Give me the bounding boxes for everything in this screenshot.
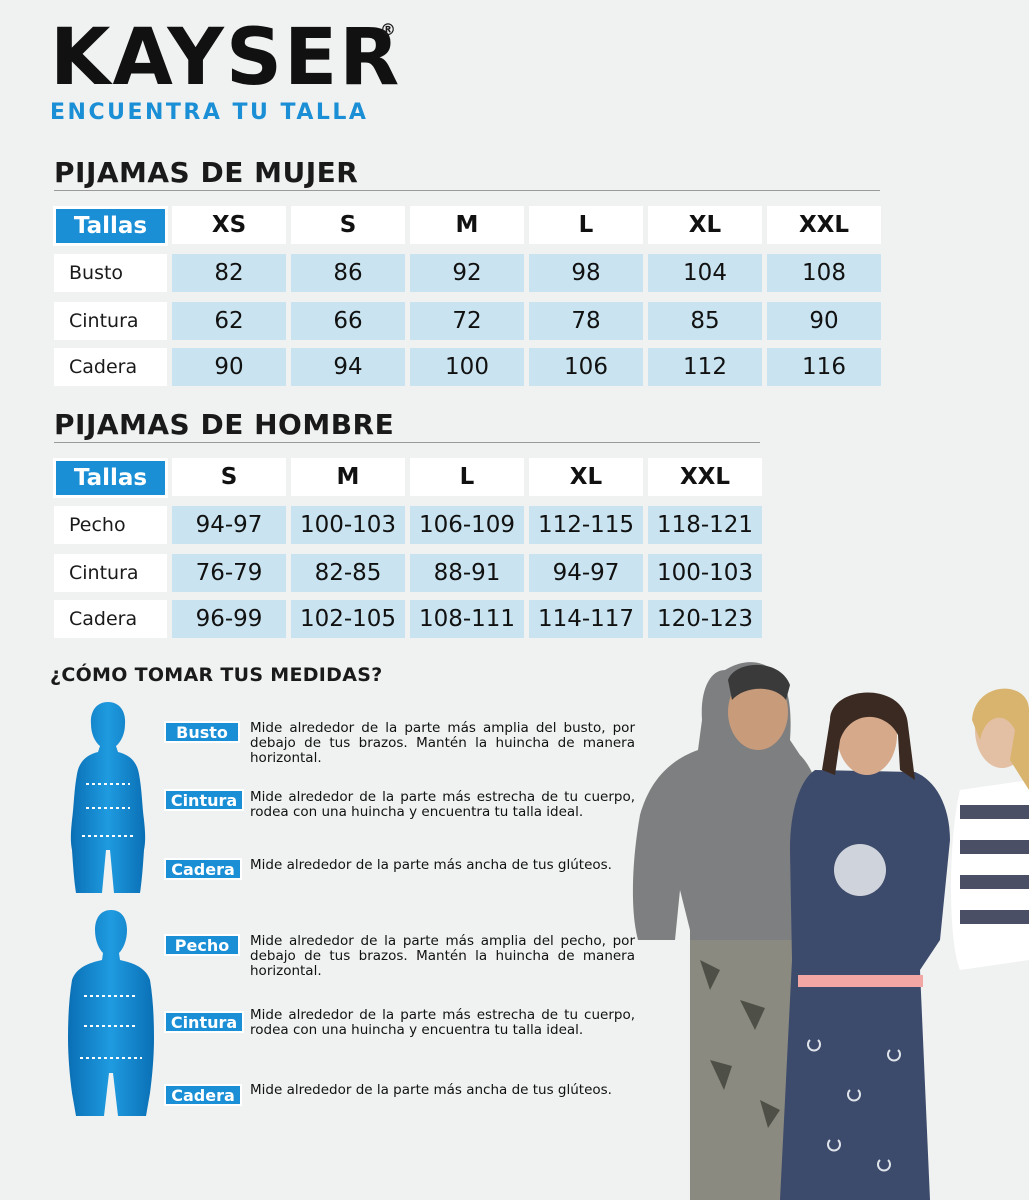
women-value-cell: 66 (291, 302, 405, 340)
women-row-label: Busto (54, 254, 167, 292)
men-value-cell: 106-109 (410, 506, 524, 544)
men-divider (54, 442, 760, 443)
pecho-description: Mide alrededor de la parte más amplia de… (250, 933, 635, 979)
brand-tagline: ENCUENTRA TU TALLA (50, 100, 369, 125)
women-row-label: Cintura (54, 302, 167, 340)
men-value-cell: 88-91 (410, 554, 524, 592)
men-value-cell: 94-97 (529, 554, 643, 592)
women-value-cell: 90 (172, 348, 286, 386)
women-size-header: M (410, 206, 524, 244)
cadera-tag-men: Cadera (164, 1084, 242, 1106)
cadera-description-women: Mide alrededor de la parte más ancha de … (250, 857, 612, 873)
men-section-title: PIJAMAS DE HOMBRE (54, 408, 395, 441)
women-section-title: PIJAMAS DE MUJER (54, 156, 359, 189)
men-value-cell: 112-115 (529, 506, 643, 544)
women-value-cell: 82 (172, 254, 286, 292)
models-photo (632, 662, 1029, 1200)
women-header-tallas: Tallas (53, 206, 168, 246)
women-size-header: L (529, 206, 643, 244)
women-size-header: XL (648, 206, 762, 244)
man-silhouette-icon (68, 910, 154, 1116)
men-size-header: S (172, 458, 286, 496)
men-value-cell: 118-121 (648, 506, 762, 544)
cadera-tag-women: Cadera (164, 858, 242, 880)
women-value-cell: 78 (529, 302, 643, 340)
women-value-cell: 98 (529, 254, 643, 292)
men-row-label: Pecho (54, 506, 167, 544)
men-size-header: L (410, 458, 524, 496)
men-value-cell: 96-99 (172, 600, 286, 638)
busto-tag: Busto (164, 721, 240, 743)
women-value-cell: 104 (648, 254, 762, 292)
women-value-cell: 108 (767, 254, 881, 292)
women-value-cell: 62 (172, 302, 286, 340)
men-value-cell: 114-117 (529, 600, 643, 638)
women-size-header: S (291, 206, 405, 244)
women-value-cell: 100 (410, 348, 524, 386)
men-row-label: Cadera (54, 600, 167, 638)
women-value-cell: 85 (648, 302, 762, 340)
cintura-tag-men: Cintura (164, 1011, 244, 1033)
men-size-header: XXL (648, 458, 762, 496)
brand-name: KAYSER (50, 13, 402, 103)
howto-title: ¿CÓMO TOMAR TUS MEDIDAS? (50, 664, 383, 686)
men-value-cell: 102-105 (291, 600, 405, 638)
men-size-header: M (291, 458, 405, 496)
women-value-cell: 116 (767, 348, 881, 386)
men-size-header: XL (529, 458, 643, 496)
women-divider (54, 190, 880, 191)
women-value-cell: 112 (648, 348, 762, 386)
cintura-tag-women: Cintura (164, 789, 244, 811)
women-value-cell: 106 (529, 348, 643, 386)
registered-mark: ® (380, 20, 396, 39)
women-row-label: Cadera (54, 348, 167, 386)
men-header-tallas: Tallas (53, 458, 168, 498)
women-value-cell: 94 (291, 348, 405, 386)
cadera-description-men: Mide alrededor de la parte más ancha de … (250, 1082, 612, 1098)
men-value-cell: 94-97 (172, 506, 286, 544)
women-value-cell: 72 (410, 302, 524, 340)
woman-silhouette-icon (70, 702, 146, 893)
busto-description: Mide alrededor de la parte más amplia de… (250, 720, 635, 766)
men-value-cell: 120-123 (648, 600, 762, 638)
women-value-cell: 92 (410, 254, 524, 292)
brand-logo: KAYSER ® ENCUENTRA TU TALLA (50, 18, 401, 125)
men-value-cell: 108-111 (410, 600, 524, 638)
cintura-description-women: Mide alrededor de la parte más estrecha … (250, 789, 635, 820)
women-value-cell: 86 (291, 254, 405, 292)
men-value-cell: 100-103 (291, 506, 405, 544)
men-row-label: Cintura (54, 554, 167, 592)
cintura-description-men: Mide alrededor de la parte más estrecha … (250, 1007, 635, 1038)
women-size-header: XXL (767, 206, 881, 244)
men-value-cell: 76-79 (172, 554, 286, 592)
men-value-cell: 100-103 (648, 554, 762, 592)
pecho-tag: Pecho (164, 934, 240, 956)
men-value-cell: 82-85 (291, 554, 405, 592)
women-size-header: XS (172, 206, 286, 244)
women-value-cell: 90 (767, 302, 881, 340)
